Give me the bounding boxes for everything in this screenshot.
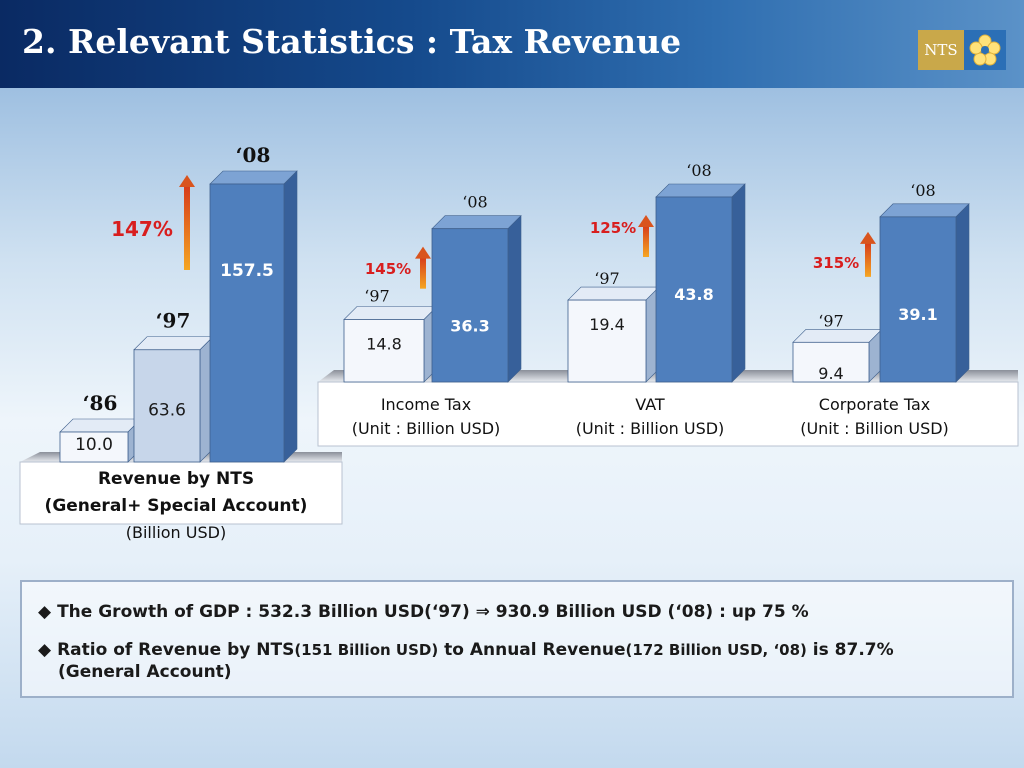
category-label-tax-2-0: ‘97 [594,269,619,288]
bar-tax-1-1 [431,214,522,383]
bar-nts-1 [133,336,214,463]
nts-logo: NTS [918,30,1006,70]
chart-unit-tax-3: (Unit : Billion USD) [800,419,949,438]
arrow-shaft [643,225,649,257]
arrow-shaft [420,256,426,289]
bar-tax-3-1 [879,203,970,383]
chart-unit-tax-1: (Unit : Billion USD) [352,419,501,438]
bar-front [879,216,957,383]
bar-top [343,306,438,320]
platform-label-box [19,461,343,525]
category-label-tax-1-1: ‘08 [462,193,487,212]
value-label-tax-3-1: 39.1 [898,305,937,324]
bar-top [655,183,746,198]
value-label-tax-3-0: 9.4 [818,364,843,383]
chart-title-tax-2: VAT [635,395,665,414]
bar-nts-0 [59,418,142,463]
value-label-nts-0: 10.0 [75,435,113,455]
bar-front [792,341,870,383]
note-ratio-part1: Ratio of Revenue by NTS [57,640,295,660]
bar-front [209,183,285,463]
bar-front [59,431,129,463]
value-label-tax-1-0: 14.8 [366,334,402,353]
arrow-shaft [865,241,871,277]
bar-tax-2-0 [567,286,660,383]
bar-top [133,336,214,351]
note-ratio-part2: (151 Billion USD) [294,641,439,659]
category-label-tax-2-1: ‘08 [686,161,711,180]
bar-front [655,196,733,383]
arrow-head [860,231,876,244]
value-label-tax-2-1: 43.8 [674,285,713,304]
category-label-tax-3-0: ‘97 [818,311,843,330]
chart-unit-tax-2: (Unit : Billion USD) [576,419,725,438]
note-gdp: ◆ The Growth of GDP : 532.3 Billion USD(‘… [38,602,809,622]
growth-label-nts: 147% [111,217,173,241]
bar-side [507,214,522,383]
note-ratio: ◆ Ratio of Revenue by NTS(151 Billion USD… [38,640,894,660]
arrow-shaft [184,185,190,270]
value-label-tax-1-1: 36.3 [450,317,489,336]
chart-title-tax-1: Income Tax [381,395,471,414]
bar-top [567,286,660,301]
category-label-nts-0: ‘86 [83,391,118,415]
bar-nts-2 [209,170,298,463]
value-label-nts-2: 157.5 [220,261,274,281]
chart-subtitle-nts: (General+ Special Account) [45,496,308,516]
chart-title-nts: Revenue by NTS [98,469,254,489]
note-ratio-part5: is 87.7% [806,640,894,660]
bar-front [133,349,201,463]
chart-title-tax-3: Corporate Tax [819,395,930,414]
growth-label-tax-2: 125% [590,219,636,237]
bar-tax-2-1 [655,183,746,383]
note-ratio-part4: (172 Billion USD, ‘08) [625,641,807,659]
title-bar: 2. Relevant Statistics : Tax Revenue NTS [0,0,1024,88]
bar-side [731,183,746,383]
platform-label-box-tax [317,381,1019,447]
growth-arrow-tax-1 [415,246,431,289]
bar-side [955,203,970,383]
growth-arrow-nts [179,175,195,270]
category-label-tax-1-0: ‘97 [364,286,389,305]
growth-arrow-tax-2 [638,215,654,257]
logo-text: NTS [918,30,964,70]
arrow-head [638,215,654,227]
growth-label-tax-3: 315% [813,254,859,272]
bar-front [343,319,425,383]
note-ratio-part3: to Annual Revenue [438,640,626,660]
bar-front [431,228,509,383]
bar-top [209,170,298,185]
arrow-head [179,175,195,187]
arrow-head [415,246,431,259]
flower-logo-icon [964,30,1006,70]
notes-box: ◆ The Growth of GDP : 532.3 Billion USD(‘… [20,580,1014,698]
bar-top [792,328,883,343]
bar-top [879,203,970,218]
value-label-nts-1: 63.6 [148,401,186,421]
note-gdp-text: The Growth of GDP : 532.3 Billion USD(‘9… [57,602,809,622]
category-label-nts-1: ‘97 [156,309,191,333]
growth-arrow-tax-3 [860,231,876,277]
category-label-nts-2: ‘08 [236,143,271,167]
bar-top [431,215,522,229]
category-label-tax-3-1: ‘08 [910,181,935,200]
note-ratio-line2: (General Account) [58,662,232,682]
page-title: 2. Relevant Statistics : Tax Revenue [22,22,682,61]
diamond-bullet-icon: ◆ [38,640,52,660]
value-label-tax-2-0: 19.4 [589,315,625,334]
growth-label-tax-1: 145% [365,260,411,278]
bar-front [567,299,647,383]
diamond-bullet-icon: ◆ [38,602,52,622]
bar-side [283,170,298,463]
chart-unit-nts: (Billion USD) [126,523,226,542]
bar-top [59,418,142,433]
